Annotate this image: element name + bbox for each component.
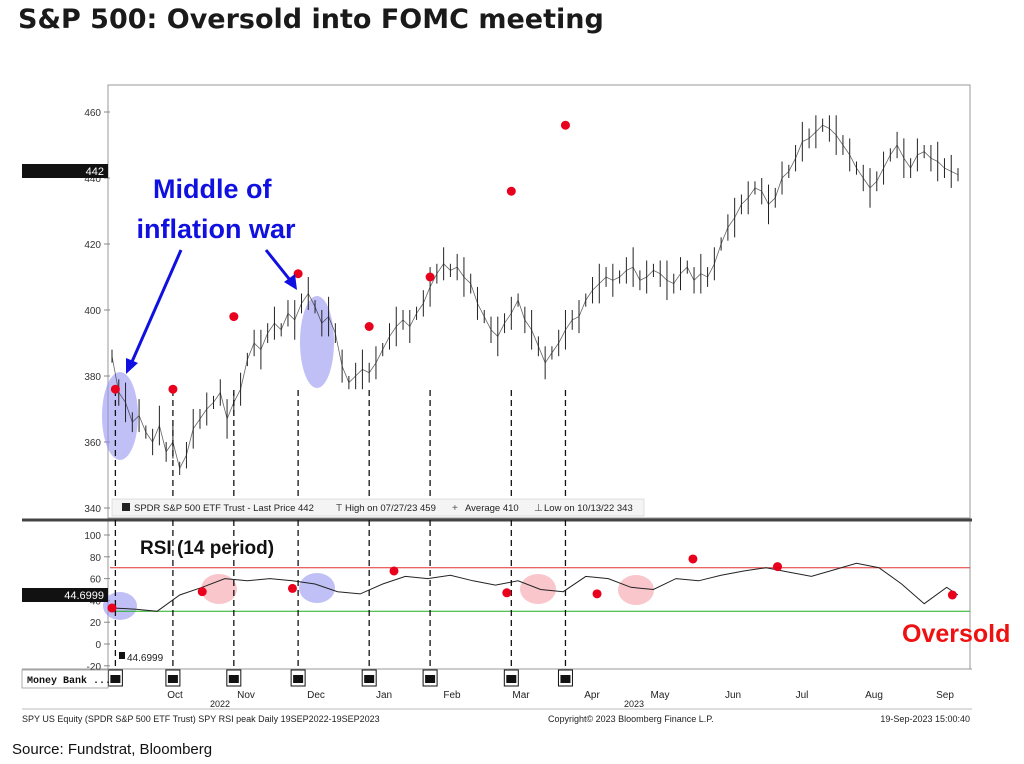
- rsi-marker-dot: [773, 562, 783, 572]
- price-marker-dot: [425, 272, 435, 282]
- source-note: Source: Fundstrat, Bloomberg: [12, 741, 213, 758]
- rsi-marker-dot: [592, 589, 602, 599]
- last-price-tag-bg: [22, 164, 108, 178]
- rsi-reference-lines: [110, 567, 970, 612]
- annotation-arrow-right: [264, 249, 292, 281]
- event-marker-icon-fill: [560, 675, 571, 683]
- rsi-tick-label: 80: [90, 553, 102, 564]
- year-label: 2023: [624, 699, 644, 709]
- price-tick-label: 460: [84, 108, 101, 119]
- rsi-tick-label: 60: [90, 575, 102, 586]
- highlight-oval: [102, 372, 138, 460]
- month-label: Mar: [512, 690, 530, 701]
- month-label: Feb: [443, 690, 461, 701]
- rsi-tick-label: -20: [87, 662, 102, 673]
- rsi-value-tag-bg: [22, 588, 108, 602]
- price-series: [111, 115, 959, 475]
- rsi-tick-label: 100: [84, 531, 101, 542]
- highlight-oval: [300, 296, 334, 388]
- price-marker-dot: [110, 384, 120, 394]
- month-label: Oct: [167, 690, 183, 701]
- rsi-series: [111, 562, 959, 612]
- month-label: Dec: [307, 690, 325, 701]
- rsi-marker-dot: [389, 566, 399, 576]
- rsi-marker-dot: [287, 583, 297, 593]
- month-axis: Oct Nov Dec Jan Feb Mar Apr May Jun Jul Aug Sep 2022…: [167, 690, 954, 709]
- footer-center: Copyright© 2023 Bloomberg Finance L.P.: [548, 714, 714, 724]
- legend-high: High on 07/27/23 459: [345, 503, 436, 514]
- legend-high-icon: T: [336, 503, 342, 514]
- legend-low: Low on 10/13/22 343: [544, 503, 633, 514]
- price-y-axis: 340 360 380 400 420 440 460: [84, 108, 110, 515]
- rsi-marker-dot: [107, 603, 117, 613]
- event-marker-icon-fill: [167, 675, 178, 683]
- rsi-marker-dot: [947, 590, 957, 600]
- highlight-oval: [103, 592, 137, 620]
- price-marker-dot: [229, 312, 239, 322]
- legend-last: SPDR S&P 500 ETF Trust - Last Price 442: [134, 503, 314, 514]
- event-marker-icon-fill: [364, 675, 375, 683]
- annotation-arrowhead-left: [126, 358, 138, 374]
- event-marker-icon-fill: [506, 675, 517, 683]
- inflation-war-annotation: Middle of inflation war: [136, 174, 296, 244]
- rsi-marker-dot: [197, 587, 207, 597]
- event-marker-icon-fill: [293, 675, 304, 683]
- price-tick-label: 400: [84, 306, 101, 317]
- price-tick-label: 420: [84, 240, 101, 251]
- rsi-line: [111, 562, 959, 612]
- month-label: May: [651, 690, 670, 701]
- price-marker-dot: [364, 322, 374, 331]
- event-marker-icon-fill: [110, 675, 121, 683]
- rsi-low-label: 44.6999: [127, 653, 164, 664]
- legend-low-icon: ⊥: [534, 503, 543, 514]
- annotation-arrowhead-right: [284, 274, 297, 290]
- price-marker-dot: [293, 269, 303, 279]
- event-marker-icon-fill: [425, 675, 436, 683]
- price-marker-dot: [168, 384, 178, 394]
- legend-last-swatch: [122, 503, 130, 511]
- price-marker-dot: [506, 186, 516, 196]
- legend-avg: Average 410: [465, 503, 519, 514]
- legend-box: [111, 498, 645, 517]
- rsi-tick-label: 0: [95, 640, 101, 651]
- highlight-oval: [201, 574, 237, 604]
- price-marker-dot: [560, 120, 570, 130]
- highlight-oval: [299, 573, 335, 603]
- event-marker-icon-fill: [228, 675, 239, 683]
- footer-left: SPY US Equity (SPDR S&P 500 ETF Trust) S…: [22, 714, 380, 724]
- highlight-oval: [618, 575, 654, 605]
- month-label: Apr: [584, 690, 600, 701]
- month-label: Jun: [725, 690, 741, 701]
- price-tick-label: 380: [84, 372, 101, 383]
- month-label: Jan: [376, 690, 392, 701]
- rsi-value-tag: 44.6999: [64, 590, 104, 602]
- oversold-label: Oversold: [902, 620, 1010, 648]
- price-panel-frame: [107, 84, 971, 519]
- price-tick-label: 440: [84, 174, 101, 185]
- marker-dots: [107, 120, 957, 613]
- highlight-ovals: [102, 296, 654, 620]
- month-label: Sep: [936, 690, 954, 701]
- chart-title: S&P 500: Oversold into FOMC meeting: [18, 4, 604, 35]
- month-label: Aug: [865, 690, 883, 701]
- rsi-label: RSI (14 period): [140, 538, 274, 559]
- month-label: Jul: [796, 690, 809, 701]
- footer-right: 19-Sep-2023 15:00:40: [880, 714, 970, 724]
- money-bank-label: Money Bank ...: [27, 675, 111, 687]
- rsi-marker-dot: [688, 554, 698, 564]
- rsi-low-marker: [119, 652, 125, 659]
- last-price-tag: 442: [86, 166, 104, 178]
- year-label: 2022: [210, 699, 230, 709]
- annotation-arrow-left: [129, 249, 183, 365]
- rsi-marker-dot: [502, 588, 512, 598]
- legend-avg-icon: +: [452, 503, 458, 514]
- vertical-dashed-lines: [107, 390, 573, 687]
- price-tick-label: 340: [84, 504, 101, 515]
- month-label: Nov: [237, 690, 255, 701]
- money-bank-box: [21, 669, 109, 689]
- price-line: [111, 124, 959, 470]
- rsi-tick-label: 20: [90, 618, 102, 629]
- price-tick-label: 360: [84, 438, 101, 449]
